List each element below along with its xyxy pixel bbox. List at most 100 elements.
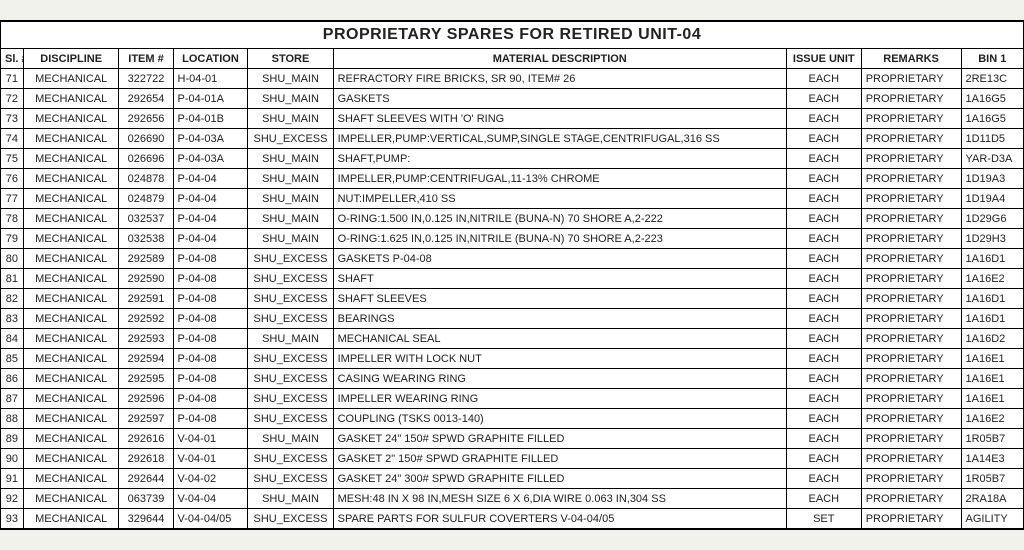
cell: H-04-01: [173, 69, 248, 89]
cell: SHU_EXCESS: [248, 349, 333, 369]
cell: SHU_EXCESS: [248, 289, 333, 309]
cell: MECHANICAL: [23, 349, 119, 369]
cell: EACH: [786, 209, 861, 229]
cell: P-04-08: [173, 249, 248, 269]
cell: PROPRIETARY: [861, 349, 961, 369]
cell: MECHANICAL: [23, 89, 119, 109]
cell: EACH: [786, 369, 861, 389]
cell: MECHANICAL: [23, 509, 119, 529]
cell: 1A14E3: [961, 449, 1024, 469]
cell: PROPRIETARY: [861, 409, 961, 429]
header-row: Sl. # DISCIPLINE ITEM # LOCATION STORE M…: [1, 49, 1024, 69]
cell: IMPELLER,PUMP:VERTICAL,SUMP,SINGLE STAGE…: [333, 129, 786, 149]
cell: 78: [1, 209, 24, 229]
cell: 1A16D2: [961, 329, 1024, 349]
cell: SHU_EXCESS: [248, 389, 333, 409]
cell: SHU_MAIN: [248, 489, 333, 509]
cell: 2RA18A: [961, 489, 1024, 509]
cell: PROPRIETARY: [861, 69, 961, 89]
spares-table: PROPRIETARY SPARES FOR RETIRED UNIT-04 S…: [0, 21, 1024, 529]
cell: SHU_EXCESS: [248, 269, 333, 289]
spares-table-sheet: PROPRIETARY SPARES FOR RETIRED UNIT-04 S…: [0, 20, 1024, 530]
cell: MECHANICAL: [23, 489, 119, 509]
cell: 292618: [119, 449, 173, 469]
cell: PROPRIETARY: [861, 329, 961, 349]
cell: PROPRIETARY: [861, 309, 961, 329]
cell: EACH: [786, 189, 861, 209]
cell: PROPRIETARY: [861, 109, 961, 129]
table-row: 73MECHANICAL292656P-04-01BSHU_MAINSHAFT …: [1, 109, 1024, 129]
cell: EACH: [786, 469, 861, 489]
cell: CASING WEARING RING: [333, 369, 786, 389]
cell: 1A16D1: [961, 249, 1024, 269]
title-row: PROPRIETARY SPARES FOR RETIRED UNIT-04: [1, 22, 1024, 49]
cell: 292656: [119, 109, 173, 129]
cell: 76: [1, 169, 24, 189]
cell: 292644: [119, 469, 173, 489]
cell: V-04-01: [173, 449, 248, 469]
cell: 83: [1, 309, 24, 329]
cell: 1A16E2: [961, 269, 1024, 289]
table-row: 75MECHANICAL026696P-04-03ASHU_MAINSHAFT,…: [1, 149, 1024, 169]
cell: 024879: [119, 189, 173, 209]
cell: 82: [1, 289, 24, 309]
cell: 1A16G5: [961, 89, 1024, 109]
cell: SHU_EXCESS: [248, 309, 333, 329]
cell: GASKET 24" 300# SPWD GRAPHITE FILLED: [333, 469, 786, 489]
col-bin: BIN 1: [961, 49, 1024, 69]
cell: 1D19A3: [961, 169, 1024, 189]
cell: 024878: [119, 169, 173, 189]
cell: GASKET 2" 150# SPWD GRAPHITE FILLED: [333, 449, 786, 469]
table-row: 90MECHANICAL292618V-04-01SHU_EXCESSGASKE…: [1, 449, 1024, 469]
cell: 292616: [119, 429, 173, 449]
col-issue-unit: ISSUE UNIT: [786, 49, 861, 69]
col-remarks: REMARKS: [861, 49, 961, 69]
cell: SHAFT,PUMP:: [333, 149, 786, 169]
cell: MECHANICAL: [23, 129, 119, 149]
cell: PROPRIETARY: [861, 249, 961, 269]
cell: SHU_MAIN: [248, 429, 333, 449]
col-item: ITEM #: [119, 49, 173, 69]
cell: MECHANICAL: [23, 309, 119, 329]
cell: SHU_MAIN: [248, 229, 333, 249]
cell: EACH: [786, 409, 861, 429]
cell: EACH: [786, 309, 861, 329]
col-store: STORE: [248, 49, 333, 69]
cell: 91: [1, 469, 24, 489]
cell: 1D29H3: [961, 229, 1024, 249]
cell: 80: [1, 249, 24, 269]
cell: V-04-02: [173, 469, 248, 489]
cell: PROPRIETARY: [861, 289, 961, 309]
cell: 322722: [119, 69, 173, 89]
cell: 1A16E1: [961, 369, 1024, 389]
cell: 292591: [119, 289, 173, 309]
cell: PROPRIETARY: [861, 149, 961, 169]
col-description: MATERIAL DESCRIPTION: [333, 49, 786, 69]
cell: 026696: [119, 149, 173, 169]
cell: 93: [1, 509, 24, 529]
cell: GASKET 24" 150# SPWD GRAPHITE FILLED: [333, 429, 786, 449]
table-row: 89MECHANICAL292616V-04-01SHU_MAINGASKET …: [1, 429, 1024, 449]
cell: MECHANICAL: [23, 369, 119, 389]
cell: 292654: [119, 89, 173, 109]
cell: P-04-08: [173, 349, 248, 369]
cell: 292595: [119, 369, 173, 389]
cell: EACH: [786, 429, 861, 449]
cell: EACH: [786, 249, 861, 269]
cell: 032537: [119, 209, 173, 229]
cell: PROPRIETARY: [861, 189, 961, 209]
cell: SHU_MAIN: [248, 189, 333, 209]
cell: PROPRIETARY: [861, 129, 961, 149]
cell: EACH: [786, 449, 861, 469]
cell: 292594: [119, 349, 173, 369]
cell: PROPRIETARY: [861, 489, 961, 509]
cell: EACH: [786, 489, 861, 509]
cell: SPARE PARTS FOR SULFUR COVERTERS V-04-04…: [333, 509, 786, 529]
cell: MECHANICAL: [23, 429, 119, 449]
cell: PROPRIETARY: [861, 429, 961, 449]
col-location: LOCATION: [173, 49, 248, 69]
cell: MECHANICAL: [23, 169, 119, 189]
cell: EACH: [786, 289, 861, 309]
cell: P-04-01A: [173, 89, 248, 109]
cell: GASKETS: [333, 89, 786, 109]
